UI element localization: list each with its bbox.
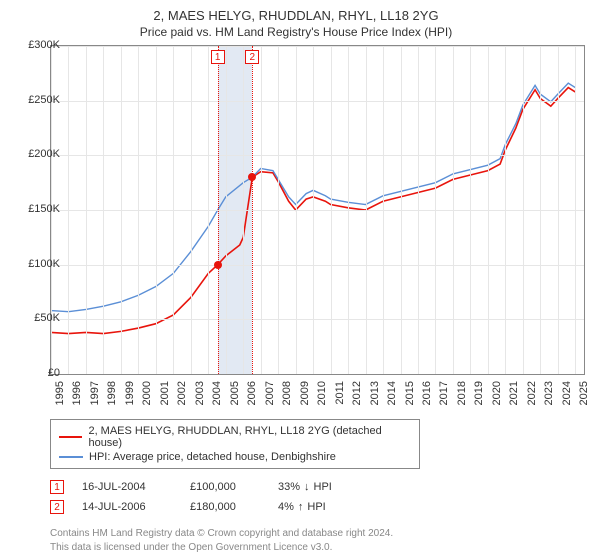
chart-subtitle: Price paid vs. HM Land Registry's House … (10, 25, 582, 39)
event-line (252, 46, 253, 374)
x-axis-label: 1998 (106, 381, 118, 405)
legend-label: 2, MAES HELYG, RHUDDLAN, RHYL, LL18 2YG … (88, 425, 411, 449)
y-axis-label: £150K (28, 203, 60, 215)
y-axis-label: £0 (48, 367, 60, 379)
footer-line: Contains HM Land Registry data © Crown c… (50, 527, 582, 541)
event-comparison: 4% ↑ HPI (278, 501, 326, 513)
event-comparison: 33% ↓ HPI (278, 481, 332, 493)
x-axis-label: 1995 (54, 381, 66, 405)
x-axis-label: 2017 (438, 381, 450, 405)
event-marker-1: 1 (50, 480, 64, 494)
x-axis-label: 2010 (316, 381, 328, 405)
x-axis-label: 2012 (351, 381, 363, 405)
x-axis-label: 2023 (543, 381, 555, 405)
x-axis-label: 2007 (264, 381, 276, 405)
x-axis-label: 2014 (386, 381, 398, 405)
footer-attribution: Contains HM Land Registry data © Crown c… (50, 527, 582, 554)
x-axis-label: 2020 (491, 381, 503, 405)
event-number-box: 2 (245, 50, 259, 64)
event-line (218, 46, 219, 374)
footer-line: This data is licensed under the Open Gov… (50, 541, 582, 555)
x-axis-label: 2024 (561, 381, 573, 405)
legend-item: HPI: Average price, detached house, Denb… (59, 450, 411, 464)
y-axis-label: £300K (28, 39, 60, 51)
event-price: £100,000 (190, 481, 260, 493)
event-date: 14-JUL-2006 (82, 501, 172, 513)
event-date: 16-JUL-2004 (82, 481, 172, 493)
legend-label: HPI: Average price, detached house, Denb… (89, 451, 336, 463)
legend-swatch (59, 436, 82, 438)
y-axis-label: £250K (28, 94, 60, 106)
event-marker-dot (248, 173, 256, 181)
x-axis-label: 2002 (176, 381, 188, 405)
x-axis-label: 2000 (141, 381, 153, 405)
event-marker-dot (214, 261, 222, 269)
event-number-box: 1 (211, 50, 225, 64)
x-axis-label: 2021 (508, 381, 520, 405)
y-axis-label: £200K (28, 148, 60, 160)
x-axis-label: 1996 (71, 381, 83, 405)
arrow-down-icon: ↓ (304, 481, 310, 493)
x-axis-label: 2025 (578, 381, 590, 405)
y-axis-label: £50K (34, 312, 60, 324)
event-row: 2 14-JUL-2006 £180,000 4% ↑ HPI (50, 497, 582, 517)
x-axis-label: 2003 (194, 381, 206, 405)
legend-item: 2, MAES HELYG, RHUDDLAN, RHYL, LL18 2YG … (59, 424, 411, 450)
x-axis-label: 1999 (124, 381, 136, 405)
arrow-up-icon: ↑ (298, 501, 304, 513)
x-axis-label: 2022 (526, 381, 538, 405)
x-axis-label: 2019 (473, 381, 485, 405)
x-axis-label: 2018 (456, 381, 468, 405)
chart-title: 2, MAES HELYG, RHUDDLAN, RHYL, LL18 2YG (10, 8, 582, 23)
x-axis-label: 2004 (211, 381, 223, 405)
x-axis-label: 2001 (159, 381, 171, 405)
x-axis-label: 2013 (369, 381, 381, 405)
x-axis-label: 2005 (229, 381, 241, 405)
event-price: £180,000 (190, 501, 260, 513)
event-row: 1 16-JUL-2004 £100,000 33% ↓ HPI (50, 477, 582, 497)
x-axis-label: 2009 (299, 381, 311, 405)
plot-area: 1995199619971998199920002001200220032004… (50, 45, 585, 375)
y-axis-label: £100K (28, 258, 60, 270)
legend-swatch (59, 456, 83, 458)
x-axis-label: 2016 (421, 381, 433, 405)
event-marker-2: 2 (50, 500, 64, 514)
x-axis-label: 2008 (281, 381, 293, 405)
x-axis-label: 2006 (246, 381, 258, 405)
chart-container: 2, MAES HELYG, RHUDDLAN, RHYL, LL18 2YG … (0, 0, 600, 560)
x-axis-label: 2011 (334, 381, 346, 405)
x-axis-label: 1997 (89, 381, 101, 405)
x-axis-label: 2015 (404, 381, 416, 405)
event-table: 1 16-JUL-2004 £100,000 33% ↓ HPI 2 14-JU… (50, 477, 582, 517)
legend: 2, MAES HELYG, RHUDDLAN, RHYL, LL18 2YG … (50, 419, 420, 469)
